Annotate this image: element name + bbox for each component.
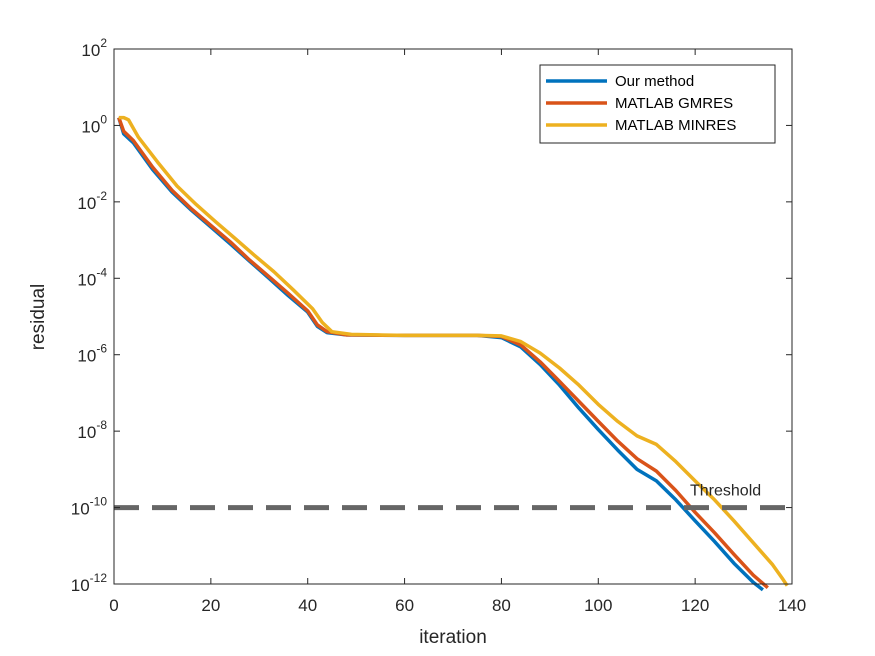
x-tick-label: 120 — [681, 596, 709, 615]
legend-label-2: MATLAB MINRES — [615, 117, 736, 134]
x-tick-label: 40 — [298, 596, 317, 615]
axes-box — [113, 48, 793, 585]
y-tick-label: 102 — [81, 36, 107, 60]
y-axis-label: residual — [28, 284, 49, 351]
y-tick-label: 10-4 — [77, 265, 107, 289]
series-line-2 — [118, 115, 789, 587]
legend-label-1: MATLAB GMRES — [615, 95, 733, 112]
axes-frame — [113, 48, 793, 585]
y-tick-label: 10-10 — [71, 495, 108, 519]
x-tick-label: 0 — [109, 596, 118, 615]
legend-label-0: Our method — [615, 73, 694, 90]
threshold-label: Threshold — [690, 483, 761, 500]
y-tick-label: 10-2 — [77, 189, 107, 213]
x-tick-label: 20 — [201, 596, 220, 615]
threshold-layer: Threshold — [114, 483, 792, 511]
y-ticks: 10-12 10-10 10-8 10-6 10-4 10-2 100 102 — [71, 36, 792, 595]
series-layer — [117, 115, 789, 592]
x-tick-label: 60 — [395, 596, 414, 615]
x-tick-label: 140 — [778, 596, 806, 615]
y-tick-label: 100 — [81, 112, 107, 136]
x-tick-label: 100 — [584, 596, 612, 615]
y-tick-label: 10-12 — [71, 571, 108, 595]
legend-entries: Our method MATLAB GMRES MATLAB MINRES — [546, 73, 736, 134]
y-tick-label: 10-6 — [77, 342, 107, 366]
y-tick-label: 10-8 — [77, 418, 107, 442]
x-axis-label: iteration — [419, 627, 487, 648]
legend: Our method MATLAB GMRES MATLAB MINRES — [539, 64, 776, 144]
x-tick-label: 80 — [492, 596, 511, 615]
x-ticks: 0 20 40 60 80 100 120 140 — [109, 49, 806, 615]
